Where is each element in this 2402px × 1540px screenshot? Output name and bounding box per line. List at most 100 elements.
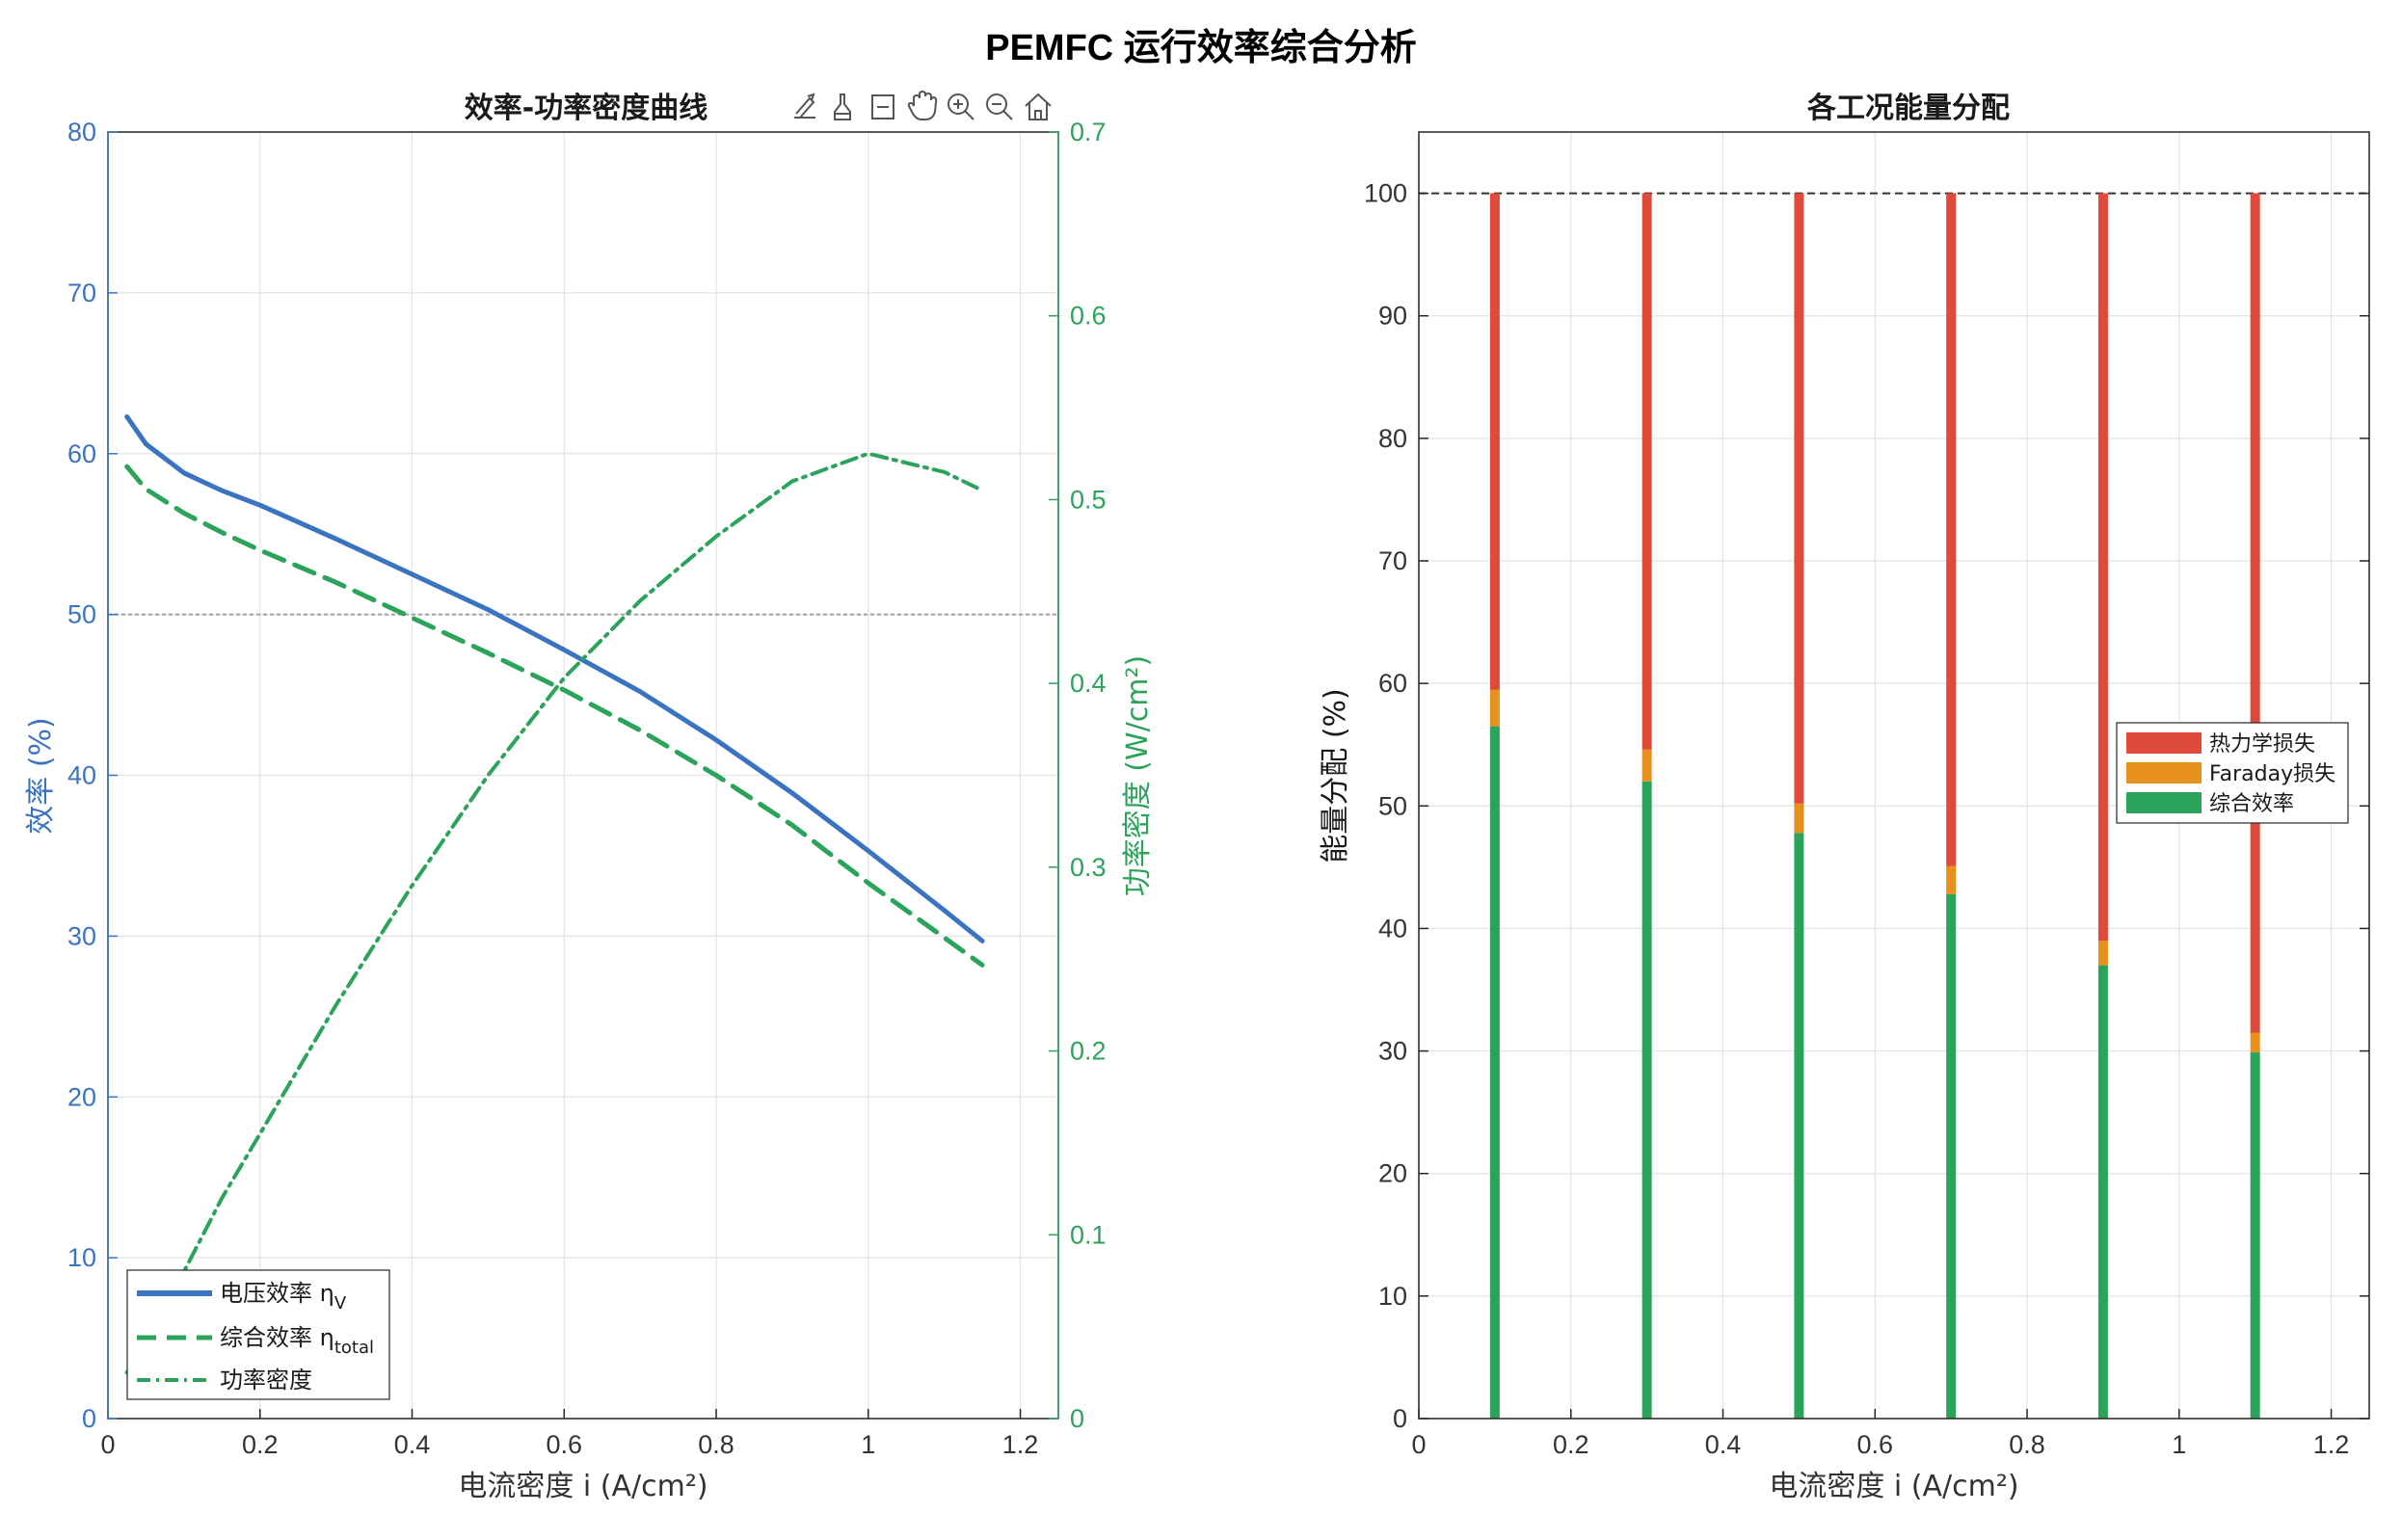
bar-3-faraday (1946, 865, 1957, 894)
right-axes-title: 各工况能量分配 (1806, 92, 2010, 125)
bar-x-tick-label-2: 0.4 (1705, 1430, 1742, 1459)
legend-label-thermo: 热力学损失 (2209, 732, 2315, 757)
series-line-0 (124, 413, 985, 943)
bar-1-combined (1641, 781, 1652, 1419)
brush-icon[interactable] (834, 93, 851, 120)
bar-0-combined (1489, 726, 1500, 1419)
efficiency-power-axes[interactable]: 效率-功率密度曲线 (24, 90, 1155, 1503)
bar-y-tick-label-4: 40 (1378, 914, 1407, 943)
left-y-tick-label-7: 70 (67, 279, 96, 307)
bar-x-tick-label-0: 0 (1411, 1430, 1426, 1459)
right-y-ticks: 0 0.1 0.2 0.3 0.4 0.5 0.6 0.7 (1049, 118, 1107, 1433)
right-y-tick-label-0: 0 (1070, 1404, 1084, 1433)
left-x-tick-label-3: 0.6 (547, 1430, 583, 1459)
left-y-tick-label-3: 30 (67, 921, 96, 950)
bar-y-ticks: 0 10 20 30 40 50 60 70 80 90 100 (1364, 179, 2369, 1433)
left-x-label: 电流密度 i (A/cm²) (458, 1470, 707, 1503)
left-y-tick-label-4: 40 (67, 761, 96, 790)
bar-4-thermo (2097, 193, 2108, 942)
bar-y-tick-label-6: 60 (1378, 669, 1407, 698)
right-y-tick-label-2: 0.2 (1070, 1037, 1107, 1066)
left-x-tick-label-0: 0 (100, 1430, 115, 1459)
left-x-tick-label-5: 1 (861, 1430, 875, 1459)
left-y-label: 效率 (%) (24, 717, 58, 834)
bar-x-tick-label-6: 1.2 (2313, 1430, 2350, 1459)
legend-label-voltage-eff: 电压效率 ηV (220, 1280, 347, 1314)
left-grid (107, 131, 1058, 1420)
bar-y-tick-label-7: 70 (1378, 546, 1407, 575)
right-y-tick-label-3: 0.3 (1070, 853, 1107, 882)
bar-x-ticks: 0 0.2 0.4 0.6 0.8 1 1.2 (1411, 1409, 2349, 1459)
legend-swatch-faraday (2126, 762, 2202, 783)
bar-1-thermo (1641, 193, 1652, 750)
series-line-2 (124, 451, 985, 1375)
bar-2-thermo (1794, 193, 1804, 804)
bar-y-label: 能量分配 (%) (1319, 688, 1352, 863)
zoom-in-icon[interactable] (947, 93, 974, 120)
bar-0-thermo (1489, 193, 1500, 690)
legend-label-power: 功率密度 (220, 1367, 312, 1394)
left-x-tick-label-2: 0.4 (394, 1430, 431, 1459)
bar-4-faraday (2097, 941, 2108, 966)
left-y-tick-label-5: 50 (67, 600, 96, 629)
right-y-tick-label-4: 0.4 (1070, 669, 1107, 698)
bar-2-combined (1794, 833, 1804, 1419)
bar-1-faraday (1641, 749, 1652, 782)
bar-x-tick-label-3: 0.6 (1857, 1430, 1894, 1459)
right-y-tick-label-7: 0.7 (1070, 118, 1107, 146)
home-icon[interactable] (1025, 93, 1052, 120)
bar-5-combined (2250, 1051, 2260, 1419)
left-legend[interactable]: 电压效率 ηV 综合效率 ηtotal 功率密度 (126, 1269, 390, 1400)
left-y-tick-label-0: 0 (82, 1404, 96, 1433)
right-axes-box (1418, 131, 2370, 1420)
bar-y-tick-label-9: 90 (1378, 302, 1407, 331)
left-axes-title: 效率-功率密度曲线 (465, 92, 707, 125)
bar-y-tick-label-0: 0 (1393, 1404, 1407, 1433)
bar-0-faraday (1489, 689, 1500, 727)
bar-5-thermo (2250, 193, 2260, 1033)
bar-x-label: 电流密度 i (A/cm²) (1769, 1470, 2018, 1503)
stacked-bars (1489, 193, 2260, 1419)
zoom-out-icon[interactable] (986, 93, 1013, 120)
left-y-tick-label-6: 60 (67, 439, 96, 468)
right-y-tick-label-1: 0.1 (1070, 1220, 1107, 1249)
right-y-tick-label-5: 0.5 (1070, 485, 1107, 514)
bar-legend[interactable]: 热力学损失 Faraday损失 综合效率 (2116, 722, 2349, 824)
bar-y-tick-label-2: 20 (1378, 1159, 1407, 1188)
left-y-tick-label-8: 80 (67, 118, 96, 146)
bar-y-tick-label-1: 10 (1378, 1282, 1407, 1311)
bar-y-tick-label-10: 100 (1364, 179, 1407, 208)
bar-y-tick-label-3: 30 (1378, 1037, 1407, 1066)
left-x-tick-label-6: 1.2 (1002, 1430, 1039, 1459)
right-y-label: 功率密度 (W/cm²) (1121, 655, 1155, 896)
left-y-ticks: 0 10 20 30 40 50 60 70 80 (67, 118, 118, 1433)
legend-label-combined: 综合效率 (2209, 792, 2294, 816)
datatip-icon[interactable] (871, 94, 894, 119)
legend-label-total-eff: 综合效率 ηtotal (220, 1324, 374, 1358)
series-line-1 (124, 464, 985, 968)
legend-swatch-thermo (2126, 732, 2202, 754)
figure-title: PEMFC 运行效率综合分析 (985, 28, 1417, 68)
bar-3-combined (1946, 893, 1957, 1419)
bar-3-thermo (1946, 193, 1957, 866)
bar-x-tick-label-5: 1 (2172, 1430, 2186, 1459)
left-x-ticks: 0 0.2 0.4 0.6 0.8 1 1.2 (100, 1409, 1038, 1459)
bar-x-tick-label-4: 0.8 (2009, 1430, 2045, 1459)
bar-2-faraday (1794, 803, 1804, 834)
left-y-tick-label-1: 10 (67, 1243, 96, 1272)
left-y-tick-label-2: 20 (67, 1082, 96, 1111)
bar-x-tick-label-1: 0.2 (1553, 1430, 1589, 1459)
left-series (124, 413, 985, 1375)
bar-4-combined (2097, 965, 2108, 1419)
legend-label-faraday: Faraday损失 (2209, 762, 2335, 786)
legend-swatch-combined (2126, 792, 2202, 813)
export-icon[interactable] (794, 93, 815, 119)
left-x-tick-label-1: 0.2 (242, 1430, 279, 1459)
bar-5-faraday (2250, 1032, 2260, 1052)
left-x-tick-label-4: 0.8 (698, 1430, 734, 1459)
bar-y-tick-label-8: 80 (1378, 424, 1407, 453)
pan-icon[interactable] (907, 90, 938, 120)
bar-y-tick-label-5: 50 (1378, 791, 1407, 820)
energy-distribution-axes[interactable]: 各工况能量分配 0 0.2 0.4 0.6 0.8 1 1.2 0 10 20 30 40 50 60 7… (1319, 92, 2370, 1503)
right-y-tick-label-6: 0.6 (1070, 302, 1107, 331)
